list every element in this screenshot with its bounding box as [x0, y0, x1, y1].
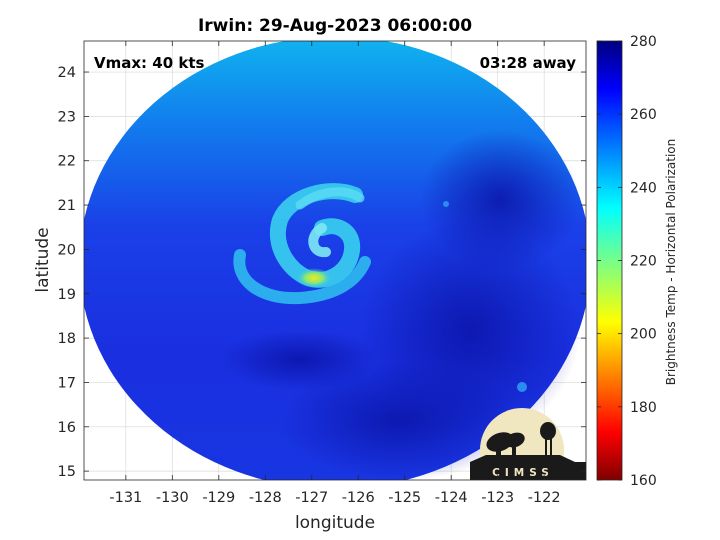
x-tick-labels: -131 -130 -129 -128 -127 -126 -125 -124 -123 -122	[109, 490, 560, 506]
y-tick-label: 23	[58, 109, 76, 125]
x-tick-label: -126	[342, 490, 375, 506]
colorbar-tick-label: 240	[630, 180, 657, 196]
time-away-annotation: 03:28 away	[480, 54, 577, 72]
x-tick-label: -125	[388, 490, 421, 506]
y-tick-label: 24	[58, 65, 76, 81]
x-tick-label: -122	[528, 490, 561, 506]
y-tick-label: 16	[58, 420, 76, 436]
colorbar-tick-label: 160	[630, 473, 657, 489]
x-tick-label: -127	[295, 490, 328, 506]
y-tick-label: 17	[58, 375, 76, 391]
spiral-band	[233, 249, 371, 305]
y-tick-labels: 15 16 17 18 19 20 21 22 23 24	[58, 65, 76, 480]
vmax-annotation: Vmax: 40 kts	[94, 54, 204, 72]
y-tick-label: 19	[58, 287, 76, 303]
colorbar	[596, 40, 623, 481]
x-axis-label: longitude	[295, 513, 375, 533]
cimss-logo: CIMSS	[470, 408, 586, 480]
y-tick-label: 15	[58, 464, 76, 480]
dark-band	[220, 330, 380, 390]
satellite-dish-icon	[486, 432, 525, 460]
colorbar-tick-label: 180	[630, 400, 657, 416]
colorbar-label: Brightness Temp - Horizontal Polarizatio…	[664, 139, 678, 386]
isolated-cell	[517, 382, 527, 392]
colorbar-tick-label: 260	[630, 107, 657, 123]
x-tick-label: -128	[249, 490, 282, 506]
colorbar-tick-label: 280	[630, 34, 657, 50]
colorbar-ticks: 160 180 200 220 240 260 280	[597, 34, 657, 489]
y-tick-label: 18	[58, 331, 76, 347]
tick-marks	[84, 41, 586, 480]
colorbar-tick-label: 200	[630, 327, 657, 343]
water-tower-icon	[540, 422, 556, 460]
x-tick-label: -130	[156, 490, 189, 506]
logo-text: CIMSS	[492, 467, 554, 479]
y-tick-label: 20	[58, 242, 76, 258]
y-axis-label: latitude	[33, 227, 53, 292]
chart-title: Irwin: 29-Aug-2023 06:00:00	[198, 16, 472, 36]
isolated-cell	[443, 201, 449, 207]
x-tick-label: -124	[435, 490, 468, 506]
logo-building	[470, 455, 586, 480]
dark-band	[420, 130, 580, 270]
axes-frame	[83, 40, 587, 481]
x-tick-label: -129	[202, 490, 235, 506]
x-tick-label: -131	[109, 490, 142, 506]
y-tick-label: 21	[58, 198, 76, 214]
x-tick-label: -123	[481, 490, 514, 506]
spiral-band	[295, 187, 365, 210]
colorbar-tick-label: 220	[630, 254, 657, 270]
y-tick-label: 22	[58, 154, 76, 170]
warm-core	[296, 268, 332, 288]
swath-imagery	[84, 41, 586, 480]
dark-band	[280, 360, 520, 480]
spiral-band	[308, 223, 331, 258]
